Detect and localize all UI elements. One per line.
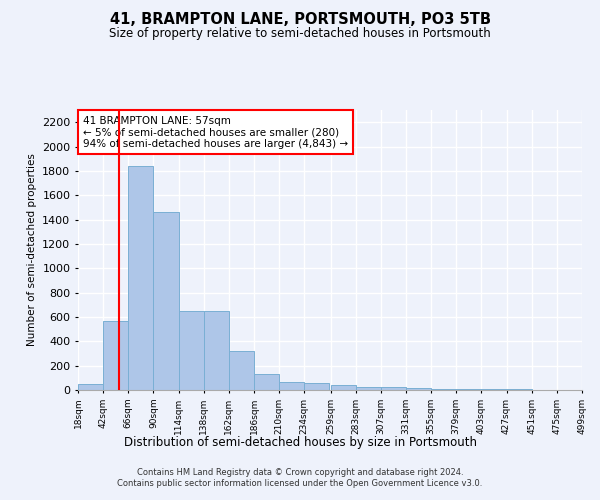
Y-axis label: Number of semi-detached properties: Number of semi-detached properties [26,154,37,346]
Bar [103,320,128,390]
Bar [154,212,179,390]
Text: Distribution of semi-detached houses by size in Portsmouth: Distribution of semi-detached houses by … [124,436,476,449]
Bar [381,387,406,390]
Bar [304,384,329,390]
Bar [204,311,229,390]
Bar [128,166,154,390]
Bar [431,389,456,390]
Bar [78,384,103,390]
Bar [456,389,481,390]
Text: Contains HM Land Registry data © Crown copyright and database right 2024.
Contai: Contains HM Land Registry data © Crown c… [118,468,482,487]
Bar [279,382,304,390]
Text: 41 BRAMPTON LANE: 57sqm
← 5% of semi-detached houses are smaller (280)
94% of se: 41 BRAMPTON LANE: 57sqm ← 5% of semi-det… [83,116,348,149]
Bar [254,374,279,390]
Bar [331,385,356,390]
Text: 41, BRAMPTON LANE, PORTSMOUTH, PO3 5TB: 41, BRAMPTON LANE, PORTSMOUTH, PO3 5TB [110,12,491,28]
Bar [356,387,381,390]
Bar [179,311,204,390]
Bar [229,351,254,390]
Bar [406,388,431,390]
Text: Size of property relative to semi-detached houses in Portsmouth: Size of property relative to semi-detach… [109,28,491,40]
